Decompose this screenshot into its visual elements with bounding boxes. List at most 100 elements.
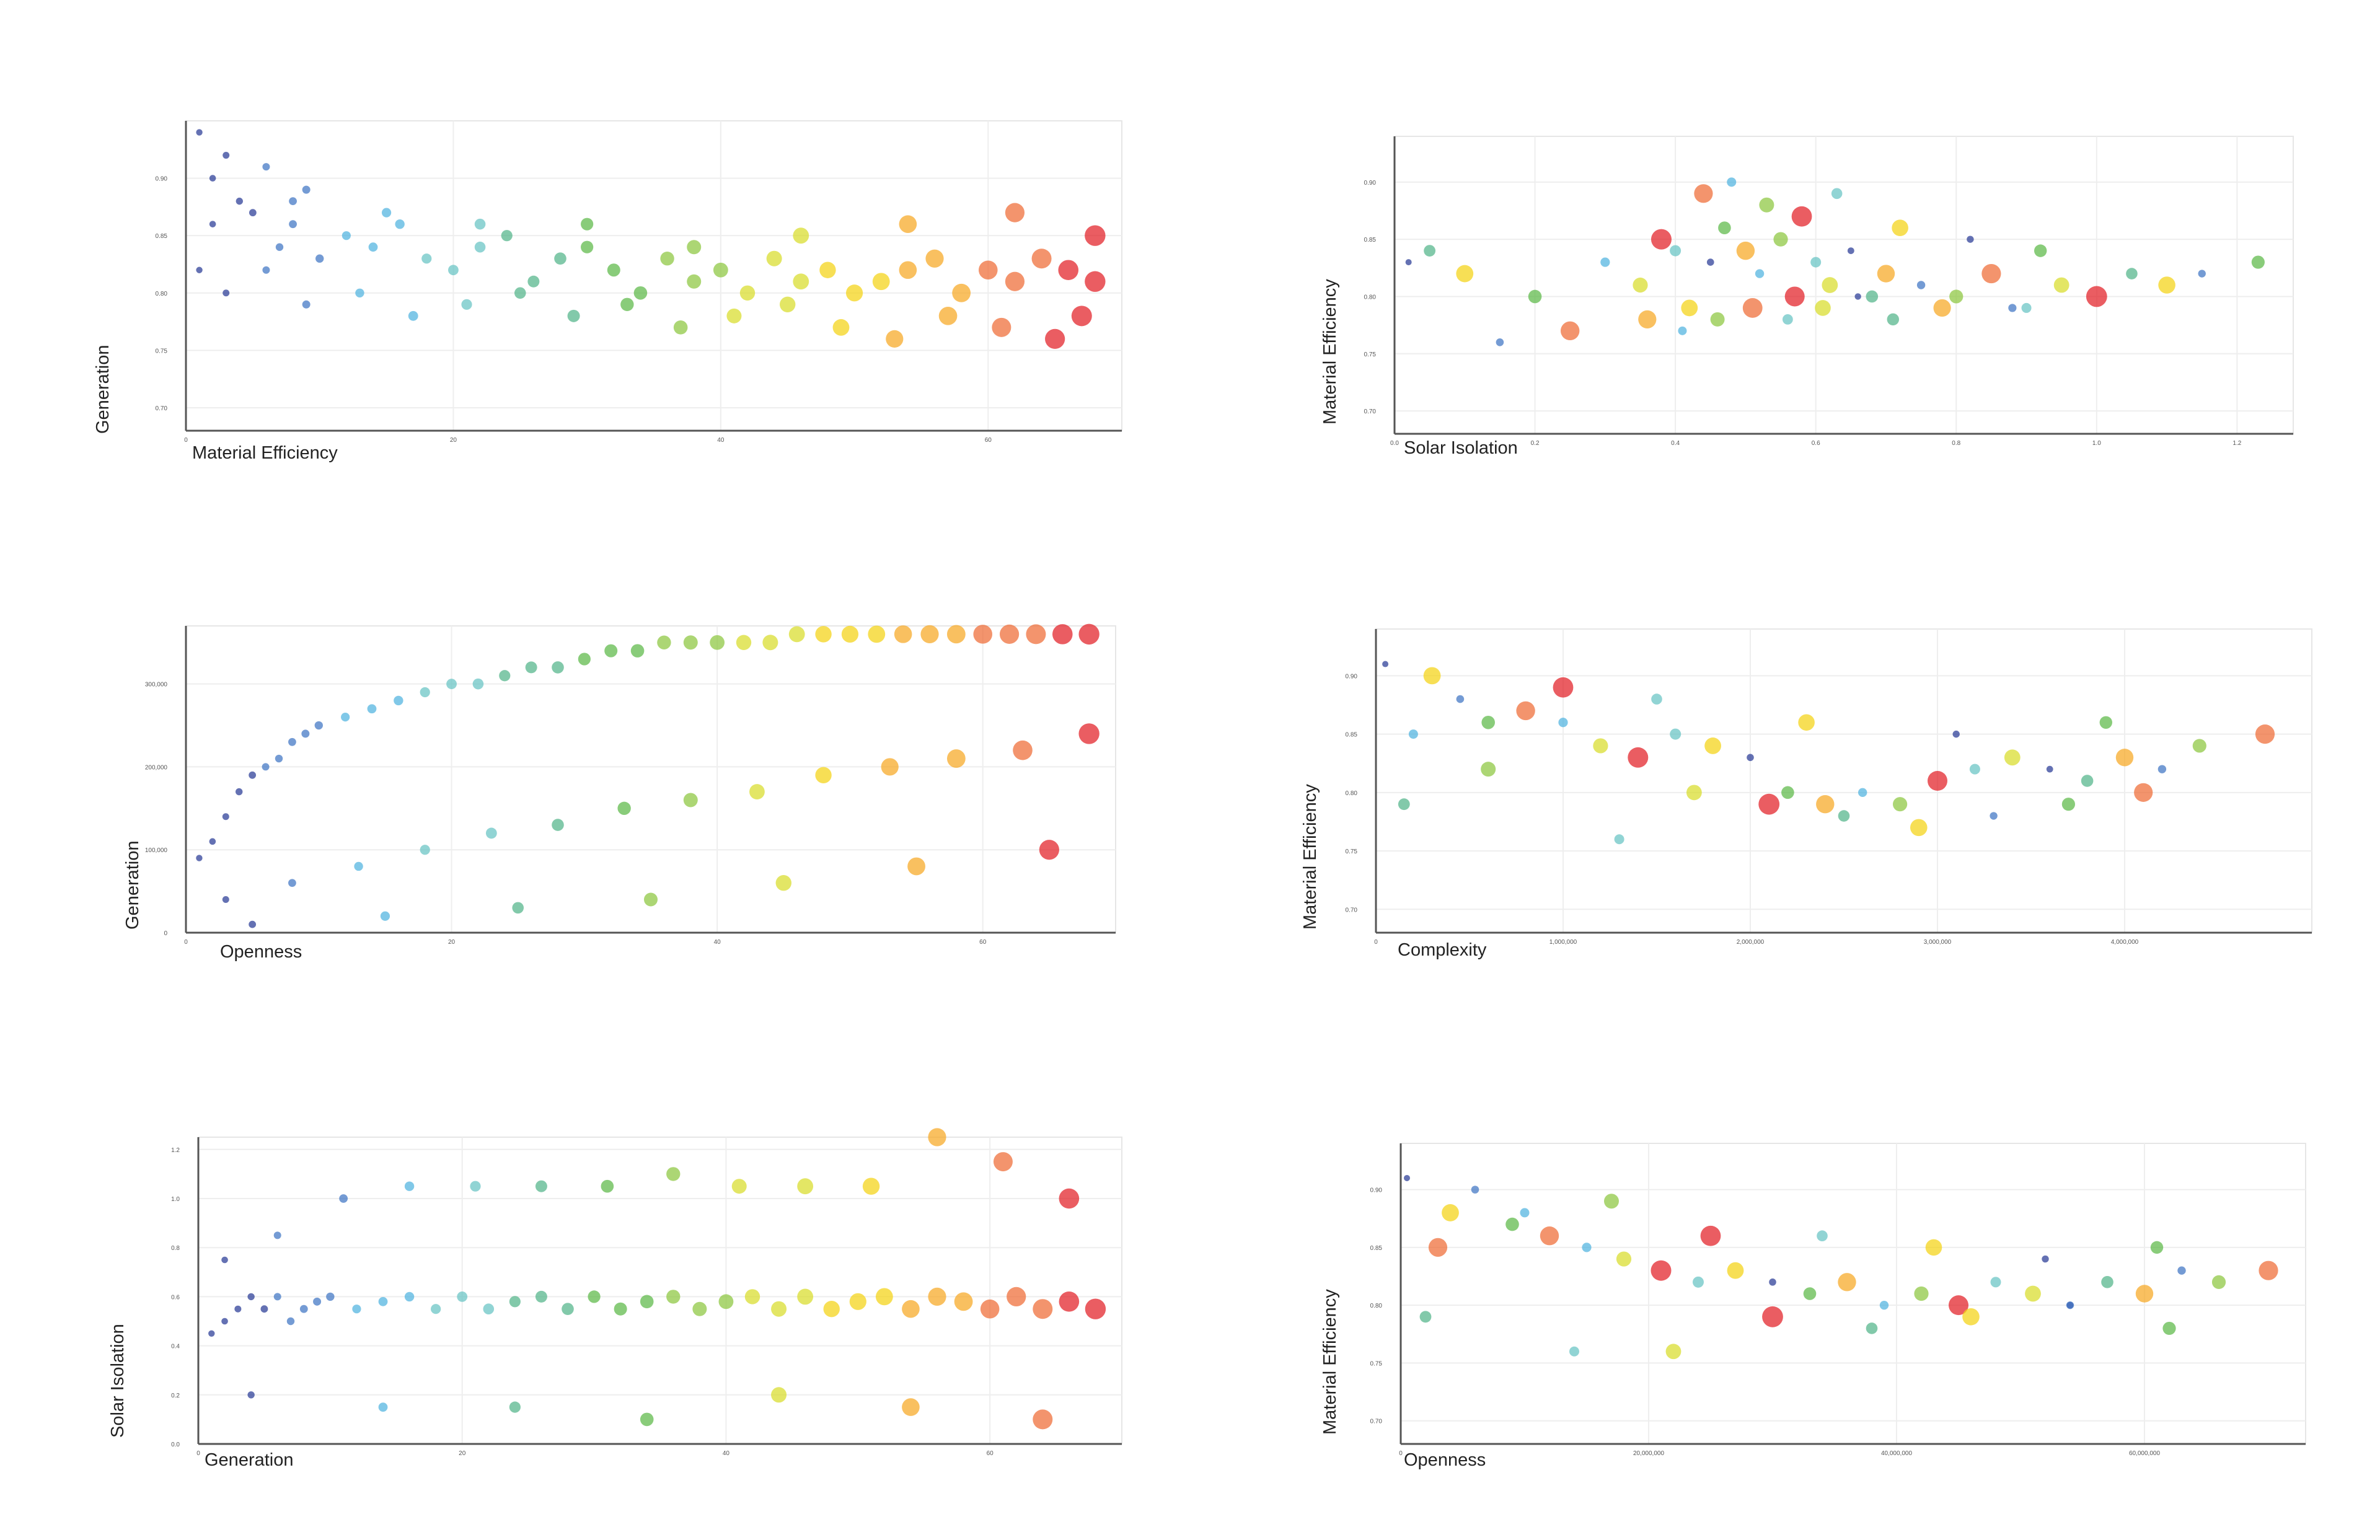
y-tick-label: 0.75 xyxy=(1364,351,1377,358)
data-point xyxy=(1442,1204,1459,1221)
data-point xyxy=(552,819,564,831)
data-point xyxy=(1693,1276,1704,1288)
chart-panel-1: 0 20 40 60 0.70 0.75 0.80 0.85 0.90 Material Eff… xyxy=(93,118,1134,490)
data-point xyxy=(1614,834,1624,845)
data-point xyxy=(286,1317,295,1326)
data-point xyxy=(2081,775,2094,787)
data-point xyxy=(514,287,526,299)
data-point xyxy=(302,185,311,194)
data-point xyxy=(1773,232,1788,247)
data-point xyxy=(249,209,257,217)
data-point xyxy=(2101,1276,2113,1288)
data-point xyxy=(1933,299,1951,317)
data-point xyxy=(262,266,270,274)
data-point xyxy=(223,289,230,297)
data-point xyxy=(1651,1260,1672,1281)
data-point xyxy=(2135,1285,2154,1303)
data-point xyxy=(196,266,203,273)
data-point xyxy=(1694,184,1713,203)
data-point xyxy=(1033,1299,1053,1319)
x-tick-label: 0.0 xyxy=(1390,440,1399,447)
y-tick-label: 0.90 xyxy=(1364,180,1377,187)
data-point xyxy=(1085,225,1106,246)
data-point xyxy=(780,296,796,312)
data-point xyxy=(562,1303,574,1315)
data-point xyxy=(604,644,618,658)
x-tick-label: 20 xyxy=(450,437,457,444)
data-point xyxy=(1569,1346,1579,1357)
data-point xyxy=(1651,693,1662,705)
data-point xyxy=(872,273,890,291)
data-point xyxy=(1520,1208,1530,1218)
data-point xyxy=(1408,729,1418,739)
data-point xyxy=(1628,747,1649,768)
data-point xyxy=(907,857,925,876)
data-point xyxy=(1059,1188,1080,1209)
data-point xyxy=(221,1318,228,1325)
data-point xyxy=(614,1302,627,1316)
data-point xyxy=(1784,286,1805,307)
data-point xyxy=(378,1402,388,1412)
scatter-plot-6: 0 20,000,000 40,000,000 60,000,000 0.70 0.75 0… xyxy=(1370,1143,2306,1457)
data-point xyxy=(2042,1255,2049,1263)
data-point xyxy=(196,855,203,861)
data-point xyxy=(2004,749,2021,766)
scatter-plot-2: 0.0 0.2 0.4 0.6 0.8 1.0 1.2 0.70 0.75 0.80 0.85 0.9… xyxy=(1364,136,2294,447)
y-tick-label: 0.90 xyxy=(1346,673,1358,680)
data-point xyxy=(726,308,742,323)
data-point xyxy=(899,261,917,279)
data-point xyxy=(247,1391,255,1399)
data-points xyxy=(196,623,1100,928)
data-point xyxy=(666,1290,681,1304)
data-point xyxy=(1893,797,1908,812)
data-point xyxy=(485,827,497,839)
data-point xyxy=(601,1179,614,1193)
data-point xyxy=(1838,1273,1856,1291)
data-point xyxy=(1471,1186,1479,1194)
data-point xyxy=(868,625,886,643)
y-tick-label: 300,000 xyxy=(145,682,168,689)
data-point xyxy=(1762,1306,1783,1327)
data-point xyxy=(367,704,377,714)
data-point xyxy=(483,1303,495,1314)
data-point xyxy=(1990,812,1998,820)
data-point xyxy=(1540,1226,1559,1246)
plot-area xyxy=(1375,628,2312,933)
data-point xyxy=(1428,1238,1448,1257)
data-points xyxy=(208,1128,1106,1430)
y-axis-label: Solar Isolation xyxy=(108,1324,128,1438)
data-point xyxy=(1528,289,1542,304)
data-point xyxy=(535,1290,547,1303)
data-point xyxy=(1822,277,1838,293)
x-tick-label: 0.4 xyxy=(1671,440,1680,447)
y-axis-label: Material Efficiency xyxy=(1320,279,1340,425)
data-point xyxy=(1456,265,1474,283)
data-point xyxy=(581,218,594,231)
chart-panel-5: 0 20 40 60 0.0 0.2 0.4 0.6 0.8 1.0 1.2 Generation … xyxy=(105,1128,1134,1487)
data-point xyxy=(1866,1322,1878,1334)
x-tick-label: 40 xyxy=(723,1450,730,1457)
data-point xyxy=(1949,289,1963,304)
data-point xyxy=(1887,313,1899,326)
data-point xyxy=(683,793,698,807)
data-point xyxy=(2157,765,2167,773)
data-point xyxy=(554,252,566,265)
data-point xyxy=(527,275,540,288)
y-tick-label: 200,000 xyxy=(145,764,168,771)
chart-panel-2: 0.0 0.2 0.4 0.6 0.8 1.0 1.2 0.70 0.75 0.80 0.85 0.9… xyxy=(1314,130,2306,477)
data-point xyxy=(2177,1266,2186,1275)
data-point xyxy=(1990,1277,2001,1288)
data-point xyxy=(1665,1344,1681,1360)
data-point xyxy=(644,892,658,907)
data-point xyxy=(687,274,702,289)
data-point xyxy=(978,260,998,280)
x-axis-label: Complexity xyxy=(1398,940,1487,960)
data-point xyxy=(1558,718,1568,728)
data-point xyxy=(1879,1300,1889,1310)
data-point xyxy=(1916,281,1926,289)
data-point xyxy=(1928,771,1947,791)
data-point xyxy=(1423,667,1441,685)
data-point xyxy=(2255,724,2275,744)
data-point xyxy=(1670,728,1681,740)
y-tick-label: 0.75 xyxy=(1346,848,1358,855)
